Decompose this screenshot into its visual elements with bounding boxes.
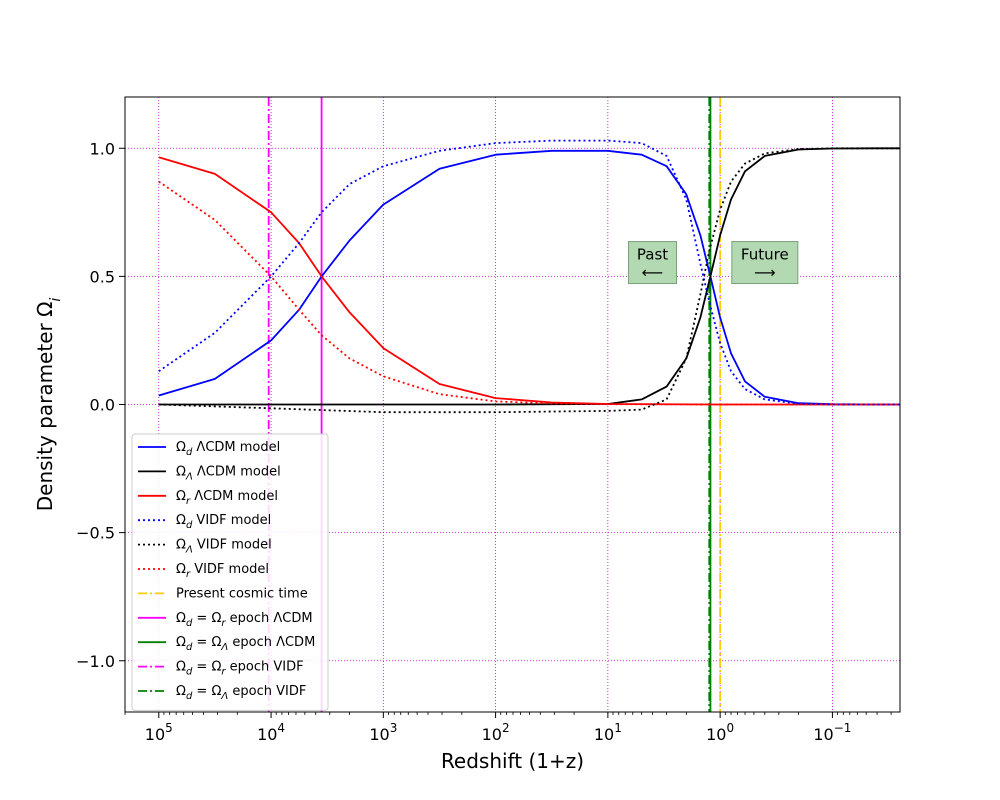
y-axis-label-main: Density parameter Ω: [33, 302, 57, 512]
legend: Ωd ΛCDM model ΩΛ ΛCDM model Ωr ΛCDM model Ω…: [131, 433, 329, 711]
annotation-arrow: ⟵: [642, 264, 664, 282]
x-tick-label: 10−1: [813, 721, 851, 744]
y-tick-label: 1.0: [90, 139, 115, 158]
y-tick-label: −0.5: [76, 524, 115, 543]
legend-entry: Ωd = ΩΛ epoch VIDF: [176, 684, 306, 702]
legend-entry: Ωd = Ωr epoch ΛCDM: [176, 611, 313, 629]
y-tick-label: −1.0: [76, 652, 115, 671]
series-line-5: [158, 180, 900, 406]
series-line-0: [158, 149, 900, 406]
y-axis-label-sub: i: [48, 298, 64, 302]
x-tick-label: 100: [706, 721, 734, 744]
annotation-box: [628, 241, 678, 285]
axis-ticks: 105 104 103 102 101 100 10−1 1.0 0.5 0.0 −0.5 −1.0: [76, 139, 892, 744]
x-tick-label: 104: [257, 721, 285, 744]
annotation-box: [731, 241, 799, 285]
y-tick-label: 0.5: [90, 267, 115, 286]
x-tick-label: 103: [369, 721, 397, 744]
series-line-1: [158, 147, 900, 406]
annotations: Past⟵ Future⟶: [628, 241, 799, 285]
legend-entry: Ωd VIDF model: [176, 513, 271, 531]
legend-entry: ΩΛ VIDF model: [176, 538, 272, 556]
annotation-label: Past: [637, 246, 668, 264]
x-tick-label: 101: [594, 721, 622, 744]
legend-entry: ΩΛ ΛCDM model: [176, 464, 281, 482]
y-tick-label: 0.0: [90, 396, 115, 415]
series-lines: [158, 139, 900, 414]
annotation-arrow: ⟶: [754, 264, 776, 282]
x-axis-label: Redshift (1+z): [441, 749, 584, 773]
legend-box: [131, 433, 329, 711]
legend-entry: Present cosmic time: [176, 586, 308, 601]
annotation-label: Future: [741, 246, 789, 264]
x-tick-label: 105: [145, 721, 173, 744]
legend-entry: Ωd ΛCDM model: [176, 440, 280, 458]
y-axis-label: Density parameter Ωi: [33, 298, 64, 512]
legend-entry: Ωr VIDF model: [176, 562, 269, 580]
legend-entry: Ωd = ΩΛ epoch ΛCDM: [176, 635, 315, 653]
legend-entry: Ωd = Ωr epoch VIDF: [176, 660, 304, 678]
legend-entry: Ωr ΛCDM model: [176, 489, 278, 507]
x-tick-label: 102: [482, 721, 510, 744]
